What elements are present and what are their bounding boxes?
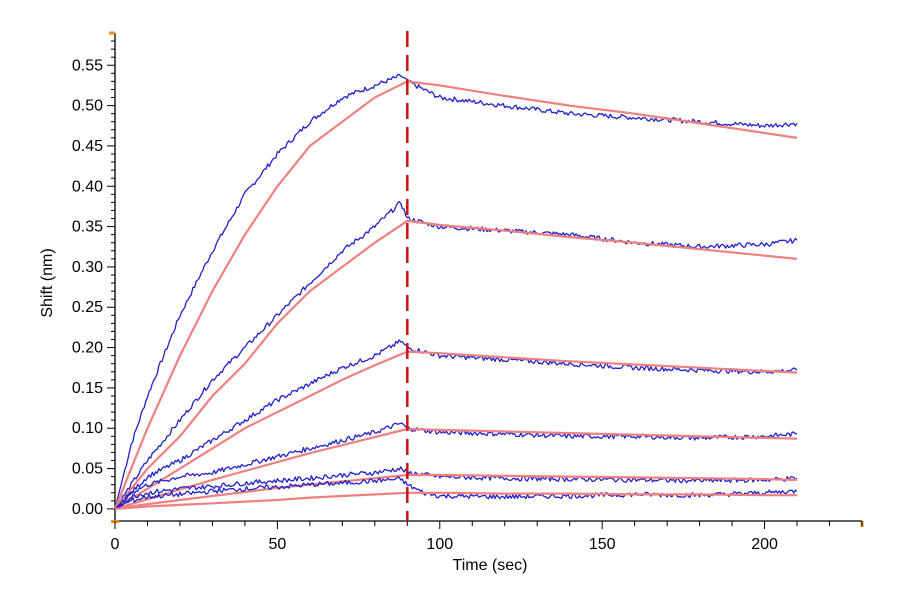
series-layer bbox=[113, 73, 798, 510]
y-axis-title: Shift (nm) bbox=[39, 248, 56, 317]
fit-curve-7 bbox=[114, 427, 798, 510]
y-tick-label: 0.50 bbox=[72, 98, 103, 115]
data-trace-4 bbox=[114, 339, 798, 510]
y-tick-label: 0.05 bbox=[72, 461, 103, 478]
y-tick-label: 0.00 bbox=[72, 501, 103, 518]
fit-curve-11 bbox=[114, 491, 797, 510]
fit-curve-3 bbox=[114, 219, 798, 510]
x-tick-label: 150 bbox=[589, 536, 616, 553]
axes bbox=[109, 31, 864, 527]
y-tick-label: 0.30 bbox=[72, 259, 103, 276]
data-trace-2 bbox=[114, 200, 798, 510]
y-tick-label: 0.15 bbox=[72, 380, 103, 397]
fit-curve-5 bbox=[114, 350, 798, 510]
x-tick-label: 100 bbox=[426, 536, 453, 553]
x-tick-label: 0 bbox=[111, 536, 120, 553]
x-tick-label: 50 bbox=[268, 536, 286, 553]
fit-curve-1 bbox=[113, 80, 798, 510]
x-tick-label: 200 bbox=[751, 536, 778, 553]
y-tick-label: 0.20 bbox=[72, 340, 103, 357]
ticks: 0 50 100 150 200 0.00 0.05 0.10 0.15 0.20 0.25 0.30… bbox=[72, 40, 863, 553]
x-axis-title: Time (sec) bbox=[453, 557, 528, 574]
y-tick-label: 0.35 bbox=[72, 219, 103, 236]
y-tick-label: 0.55 bbox=[72, 57, 103, 74]
data-trace-0 bbox=[114, 73, 798, 510]
y-tick-label: 0.40 bbox=[72, 178, 103, 195]
data-trace-10 bbox=[114, 476, 798, 510]
y-tick-label: 0.45 bbox=[72, 138, 103, 155]
y-tick-label: 0.10 bbox=[72, 420, 103, 437]
fit-curve-9 bbox=[114, 473, 798, 510]
y-tick-label: 0.25 bbox=[72, 299, 103, 316]
